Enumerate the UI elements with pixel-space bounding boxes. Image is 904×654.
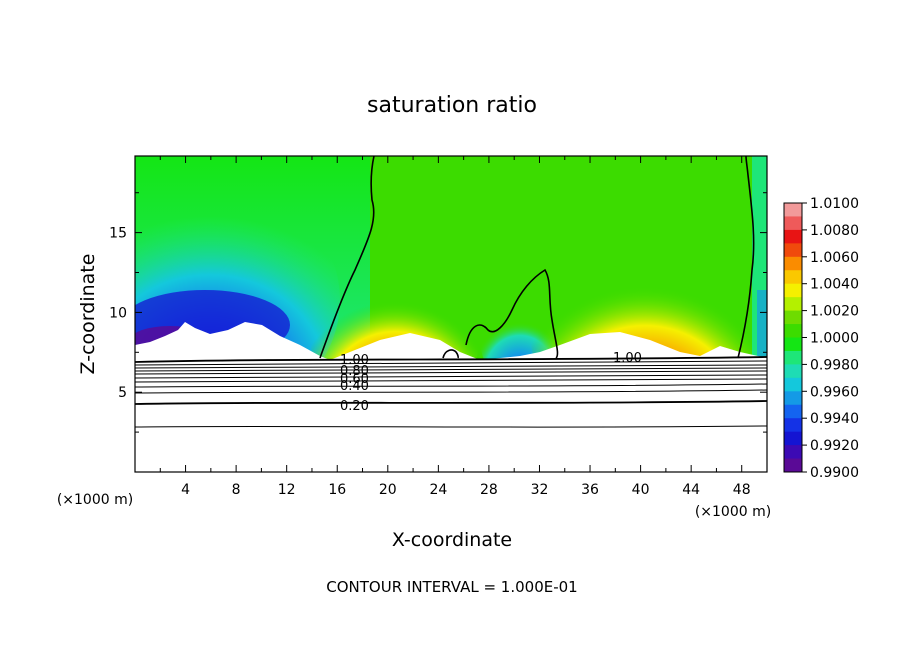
colorbar-swatch (784, 404, 802, 419)
colorbar-swatch (784, 324, 802, 338)
x-tick-label: 16 (328, 482, 346, 498)
x-tick-label: 8 (232, 482, 241, 498)
contour-1-00-d (442, 349, 459, 359)
contour-1-00-b (465, 268, 559, 359)
x-tick-label: 32 (531, 482, 549, 498)
colorbar-swatch (784, 229, 802, 244)
colorbar-swatch (784, 203, 802, 217)
colorbar-tick-label: 0.9960 (810, 384, 859, 400)
x-tick-label: 36 (581, 482, 599, 498)
colorbar-swatch (784, 458, 802, 473)
contour-label: 1.00 (613, 351, 642, 366)
colorbar: 1.0100 1.0080 1.0060 1.0040 1.0020 1.0000 0.99… (783, 196, 859, 481)
colorbar-swatch (784, 431, 802, 446)
colorbar-swatch (784, 337, 802, 352)
contour-lines-lower (135, 356, 767, 428)
colorbar-swatch (784, 310, 802, 325)
chart-title: saturation ratio (367, 93, 537, 118)
contour-label: 0.60 (340, 372, 369, 387)
y-axis-label: Z-coordinate (77, 254, 99, 375)
colorbar-swatch (784, 243, 802, 258)
colorbar-swatch (784, 350, 802, 365)
x-tick-label: 24 (429, 482, 447, 498)
x-tick-label: 48 (733, 482, 751, 498)
colorbar-tick-label: 1.0020 (810, 304, 859, 320)
y-axis: 5 10 15 (109, 192, 767, 433)
colorbar-tick-label: 1.0100 (810, 196, 859, 212)
x-tick-label: 20 (379, 482, 397, 498)
colorbar-tick-label: 1.0000 (810, 331, 859, 347)
colorbar-tick-label: 0.9980 (810, 357, 859, 373)
contour-labels: 1.00 0.80 0.60 0.40 0.20 1.00 (340, 351, 642, 414)
x-unit-left: (×1000 m) (57, 492, 133, 508)
colorbar-tick-label: 1.0060 (810, 250, 859, 266)
colorbar-tick-label: 0.9940 (810, 411, 859, 427)
contour-1-00-c (737, 156, 755, 359)
colorbar-tick-label: 1.0080 (810, 223, 859, 239)
colorbar-swatch (784, 270, 802, 285)
colorbar-swatch (784, 364, 802, 379)
x-tick-label: 40 (632, 482, 650, 498)
y-tick-label: 15 (109, 226, 127, 242)
plot-area: 1.00 0.80 0.60 0.40 0.20 1.00 (135, 156, 767, 472)
y-tick-label: 5 (118, 385, 127, 401)
x-tick-label: 28 (480, 482, 498, 498)
field-right-strip-blue (757, 290, 767, 360)
colorbar-swatch (784, 216, 802, 231)
x-tick-label: 4 (181, 482, 190, 498)
colorbar-swatch (784, 377, 802, 392)
x-tick-label: 44 (682, 482, 700, 498)
colorbar-tick-label: 0.9920 (810, 438, 859, 454)
colorbar-swatch (784, 418, 802, 433)
y-tick-label: 10 (109, 305, 127, 321)
colorbar-tick-label: 1.0040 (810, 277, 859, 293)
colorbar-swatch (784, 297, 802, 312)
contour-label: 1.00 (340, 353, 369, 368)
contour-label: 0.40 (340, 379, 369, 394)
colorbar-swatch (784, 445, 802, 460)
colorbar-swatch (784, 256, 802, 271)
contour-1-00-a (319, 156, 375, 359)
x-unit-right: (×1000 m) (695, 504, 771, 520)
x-tick-label: 12 (278, 482, 296, 498)
contour-interval-note: CONTOUR INTERVAL = 1.000E-01 (326, 578, 577, 596)
contour-label: 0.20 (340, 399, 369, 414)
contour-label: 0.80 (340, 364, 369, 379)
colorbar-swatch (784, 283, 802, 298)
x-axis: 4 8 12 16 20 24 28 32 36 40 44 48 (159, 156, 751, 498)
colorbar-swatch (784, 391, 802, 406)
x-axis-label: X-coordinate (392, 529, 512, 551)
plot-frame (134, 155, 768, 473)
colorbar-tick-label: 0.9900 (810, 465, 859, 481)
